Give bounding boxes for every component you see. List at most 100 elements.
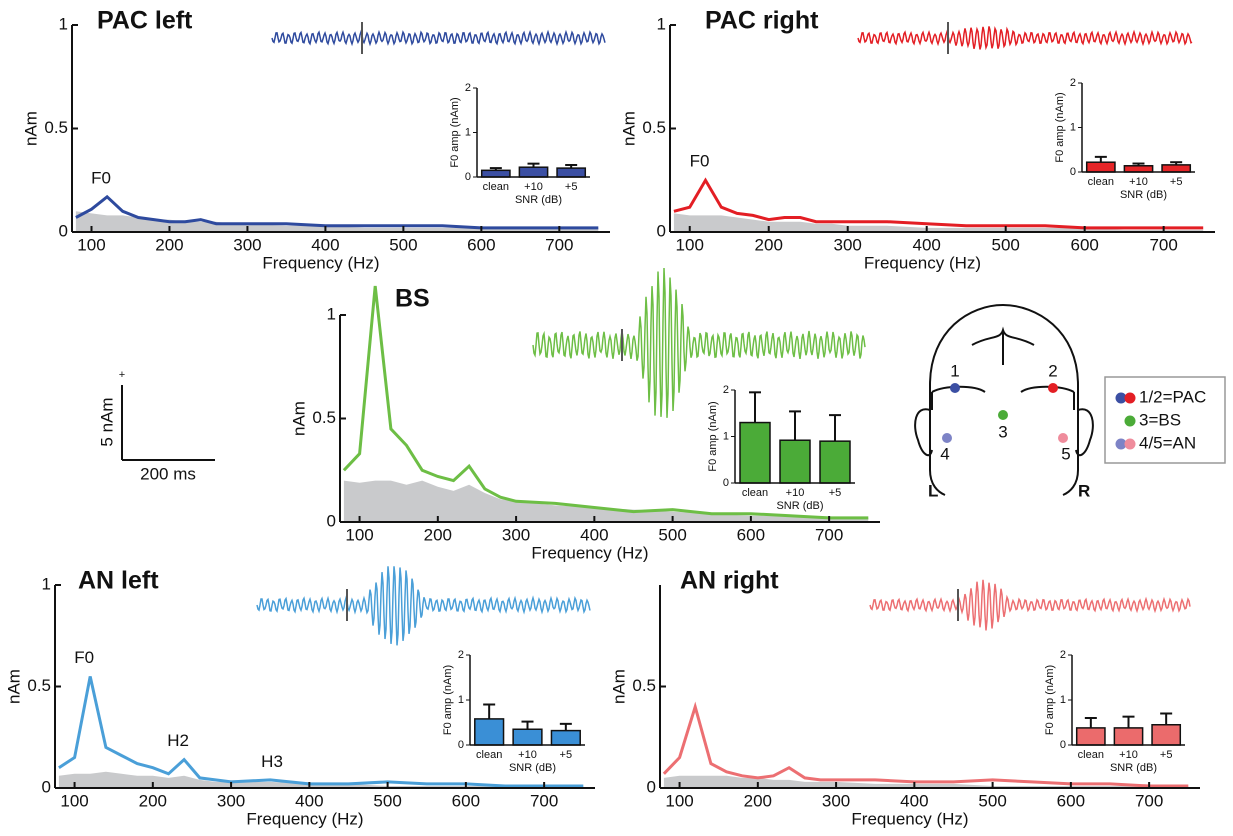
electrode xyxy=(950,383,960,393)
x-tick-label: 700 xyxy=(545,235,573,254)
y-tick-label: 0 xyxy=(59,221,68,240)
inset-y-label: F0 amp (nAm) xyxy=(1054,92,1066,162)
inset-x-tick-label: +5 xyxy=(829,487,842,499)
waveform xyxy=(869,579,1191,631)
inset-y-tick-label: 1 xyxy=(1070,121,1076,133)
bar xyxy=(739,421,771,484)
inset-x-tick-label: +5 xyxy=(565,181,578,193)
waveform xyxy=(271,29,606,47)
y-tick-label: 1 xyxy=(59,14,68,33)
electrode xyxy=(1058,433,1068,443)
x-tick-label: 500 xyxy=(389,235,417,254)
legend-dot xyxy=(1124,415,1136,427)
inset-y-tick-label: 2 xyxy=(465,82,471,94)
waveform xyxy=(256,566,591,646)
inset-y-tick-label: 0 xyxy=(1070,166,1076,178)
head-shape xyxy=(929,385,946,496)
inset-x-label: SNR (dB) xyxy=(776,500,823,512)
panel-title: AN left xyxy=(78,567,159,595)
x-tick-label: 100 xyxy=(676,235,704,254)
brain-line xyxy=(971,326,1035,365)
bar xyxy=(1123,165,1154,173)
scale-bar-sign: + xyxy=(119,369,125,381)
bar xyxy=(1161,164,1192,173)
y-tick-label: 0.5 xyxy=(642,118,666,137)
inset-x-label: SNR (dB) xyxy=(515,194,562,206)
bar xyxy=(1113,727,1144,746)
x-tick-label: 200 xyxy=(744,791,772,810)
side-label: R xyxy=(1078,481,1090,500)
x-tick-label: 700 xyxy=(1149,235,1177,254)
noise-area xyxy=(673,213,1204,232)
bar xyxy=(779,439,811,484)
bar xyxy=(1075,727,1106,746)
inset-y-label: F0 amp (nAm) xyxy=(449,97,461,167)
ear xyxy=(914,408,1094,457)
scale-bar-label: 200 ms xyxy=(140,464,196,483)
x-tick-label: 300 xyxy=(233,235,261,254)
x-tick-label: 100 xyxy=(665,791,693,810)
inset-y-tick-label: 0 xyxy=(465,171,471,183)
x-tick-label: 500 xyxy=(658,525,686,544)
inset-x-tick-label: +10 xyxy=(518,749,537,761)
x-axis-label: Frequency (Hz) xyxy=(864,253,981,272)
inset-x-tick-label: +10 xyxy=(1129,176,1148,188)
x-tick-label: 400 xyxy=(900,791,928,810)
x-tick-label: 300 xyxy=(502,525,530,544)
harmonic-label: H2 xyxy=(167,731,189,750)
x-tick-label: 600 xyxy=(1057,791,1085,810)
inset-x-tick-label: +10 xyxy=(524,181,543,193)
inset-y-tick-label: 2 xyxy=(458,649,464,661)
inset-y-tick-label: 0 xyxy=(1060,739,1066,751)
legend-label: 3=BS xyxy=(1139,410,1181,429)
scale-bar-label: 5 nAm xyxy=(97,397,116,446)
x-tick-label: 700 xyxy=(530,791,558,810)
electrode-label: 3 xyxy=(998,422,1007,441)
x-tick-label: 200 xyxy=(424,525,452,544)
panel-title: BS xyxy=(395,285,430,313)
y-axis-label: nAm xyxy=(4,669,23,704)
legend-dot xyxy=(1115,392,1127,404)
panel-title: PAC right xyxy=(705,7,819,35)
side-label: L xyxy=(928,481,938,500)
inset-x-tick-label: +10 xyxy=(786,487,805,499)
inset-x-label: SNR (dB) xyxy=(509,762,556,774)
x-tick-label: 200 xyxy=(755,235,783,254)
bar xyxy=(518,166,549,178)
inset-x-tick-label: clean xyxy=(1088,176,1114,188)
electrode-label: 1 xyxy=(950,361,959,380)
noise-area xyxy=(343,480,869,522)
harmonic-label: F0 xyxy=(74,648,94,667)
noise-area xyxy=(663,775,1189,788)
x-tick-label: 100 xyxy=(77,235,105,254)
legend-label: 1/2=PAC xyxy=(1139,387,1206,406)
spectrum-line xyxy=(58,676,584,788)
x-tick-label: 300 xyxy=(834,235,862,254)
y-tick-label: 0.5 xyxy=(312,408,336,427)
electrode xyxy=(998,410,1008,420)
y-axis-label: nAm xyxy=(289,401,308,436)
legend-dot xyxy=(1124,438,1136,450)
x-tick-label: 200 xyxy=(155,235,183,254)
inset-y-tick-label: 2 xyxy=(1070,77,1076,89)
inset-y-tick-label: 2 xyxy=(723,384,729,396)
x-tick-label: 100 xyxy=(60,791,88,810)
x-tick-label: 700 xyxy=(1135,791,1163,810)
bar xyxy=(474,718,505,746)
x-tick-label: 500 xyxy=(373,791,401,810)
electrode xyxy=(1048,383,1058,393)
legend-dot xyxy=(1115,438,1127,450)
y-tick-label: 0 xyxy=(327,511,336,530)
inset-x-tick-label: +5 xyxy=(560,749,573,761)
panel-title: PAC left xyxy=(97,7,193,35)
inset-x-label: SNR (dB) xyxy=(1110,762,1157,774)
x-tick-label: 700 xyxy=(815,525,843,544)
spectrum-line xyxy=(342,285,869,520)
harmonic-label: H3 xyxy=(261,752,283,771)
x-tick-label: 400 xyxy=(311,235,339,254)
inset-y-label: F0 amp (nAm) xyxy=(442,665,454,735)
inset-y-tick-label: 0 xyxy=(723,477,729,489)
y-tick-label: 0 xyxy=(657,221,666,240)
y-tick-label: 1 xyxy=(42,574,51,593)
